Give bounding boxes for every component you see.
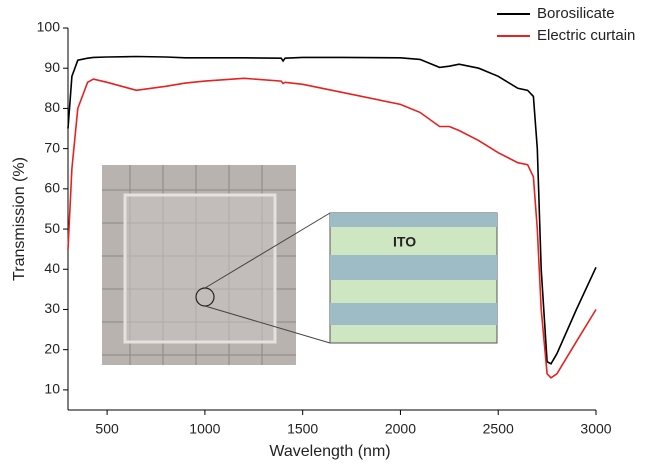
y-tick-label: 20 [44,340,60,356]
x-tick-label: 2500 [483,421,514,437]
x-tick-label: 1000 [189,421,220,437]
y-tick-label: 40 [44,260,60,276]
legend-label: Borosilicate [537,5,615,22]
y-axis-title: Transmission (%) [11,157,28,281]
y-tick-label: 30 [44,300,60,316]
legend-label: Electric curtain [537,27,635,44]
x-axis-title: Wavelength (nm) [269,443,390,460]
y-tick-label: 80 [44,99,60,115]
y-tick-label: 10 [44,381,60,397]
y-tick-label: 60 [44,180,60,196]
inset-zoom [329,212,498,344]
x-tick-label: 1500 [287,421,318,437]
x-tick-label: 3000 [580,421,611,437]
series-line [67,55,597,365]
y-tick-label: 70 [44,139,60,155]
y-tick-label: 100 [37,19,61,35]
inset-photo [102,165,331,365]
series-line [67,77,597,379]
x-tick-label: 2000 [385,421,416,437]
y-tick-label: 50 [44,220,60,236]
y-tick-label: 90 [44,59,60,75]
x-tick-label: 500 [95,421,119,437]
annotation: ITO [393,234,416,250]
